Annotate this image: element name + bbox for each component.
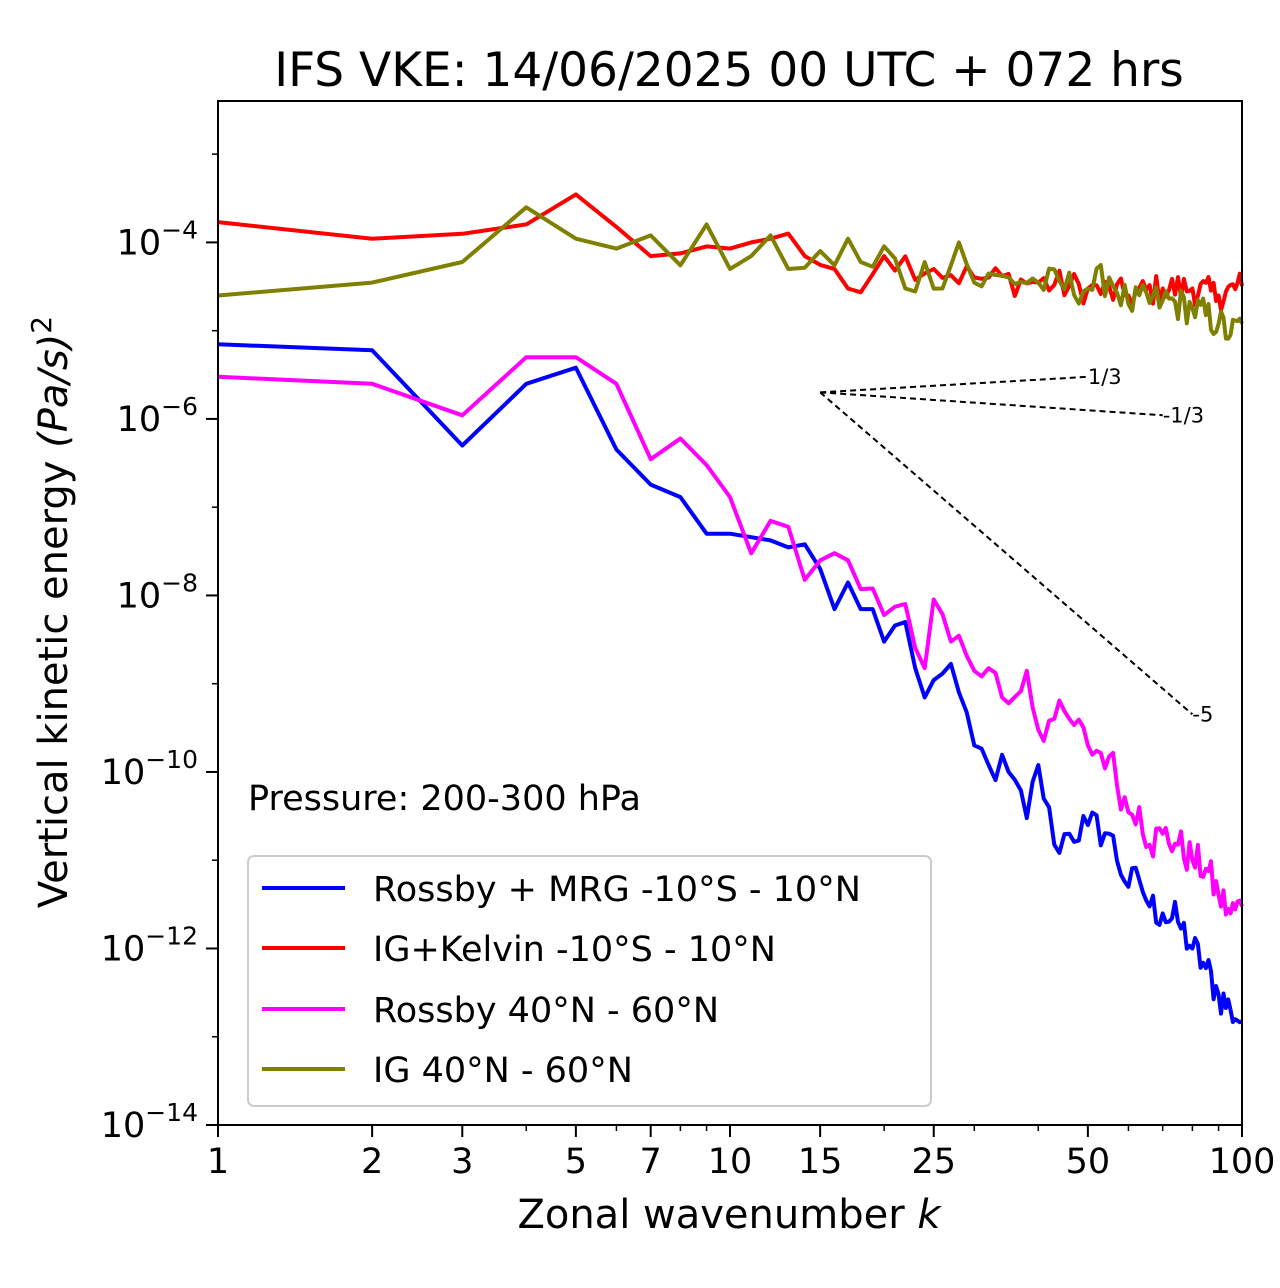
reference-slope-line-0 — [820, 375, 1088, 394]
x-tick-label: 100 — [1209, 1142, 1276, 1182]
reference-slope-label-0: 1/3 — [1088, 365, 1122, 389]
y-tick-label: 10−12 — [101, 921, 198, 969]
x-tick-label: 10 — [708, 1142, 753, 1182]
y-tick-label: 10−10 — [101, 745, 198, 793]
legend-label-rossby-midlat: Rossby 40°N - 60°N — [373, 991, 719, 1031]
x-tick-label: 15 — [798, 1142, 843, 1182]
y-axis-label-text: Vertical kinetic energy — [31, 461, 77, 909]
y-tick-label: 10−6 — [117, 392, 198, 440]
y-axis-ticks: 10−14 10−12 10−10 10−8 10−6 10−4 — [101, 153, 218, 1146]
y-tick-label: 10−8 — [117, 568, 198, 616]
x-axis-ticks: 1 2 3 5 7 10 15 25 50 100 — [207, 1125, 1276, 1182]
series-layer — [217, 192, 1244, 1025]
reference-slope-label-2: -5 — [1192, 702, 1213, 726]
legend: Rossby + MRG -10°S - 10°N IG+Kelvin -10°… — [247, 855, 932, 1107]
x-tick-label: 50 — [1066, 1142, 1111, 1182]
legend-label-rossby-mrg: Rossby + MRG -10°S - 10°N — [373, 870, 861, 910]
reference-slope-layer: 1/3 -1/3 -5 — [819, 365, 1213, 726]
reference-slope-line-1 — [820, 391, 1163, 417]
x-axis-label: Zonal wavenumber k — [517, 1192, 942, 1238]
legend-label-ig-midlat: IG 40°N - 60°N — [373, 1051, 633, 1091]
x-axis-label-variable: k — [917, 1192, 942, 1238]
x-tick-label: 25 — [911, 1142, 956, 1182]
series-line-ig-40-n-60-n-3 — [217, 205, 1244, 341]
x-axis-label-text: Zonal wavenumber — [517, 1192, 905, 1238]
y-tick-label: 10−14 — [101, 1098, 198, 1146]
y-axis-label-unit: (Pa/s) — [31, 334, 77, 448]
y-axis-label-power: 2 — [25, 316, 58, 334]
chart-title: IFS VKE: 14/06/2025 00 UTC + 072 hrs — [274, 43, 1184, 98]
y-tick-label: 10−4 — [117, 215, 198, 263]
reference-slope-label-1: -1/3 — [1163, 403, 1204, 427]
pressure-annotation: Pressure: 200-300 hPa — [248, 779, 641, 819]
series-line-rossby-40-n-60-n-2 — [217, 355, 1244, 917]
y-axis-label: Vertical kinetic energy (Pa/s)2 — [25, 316, 77, 908]
x-tick-label: 1 — [207, 1142, 229, 1182]
series-line-rossby-mrg-10-s-10-n-0 — [217, 342, 1243, 1025]
x-tick-label: 2 — [361, 1142, 383, 1182]
x-tick-label: 3 — [451, 1142, 473, 1182]
x-tick-label: 7 — [640, 1142, 662, 1182]
x-tick-label: 5 — [565, 1142, 587, 1182]
legend-frame — [247, 855, 932, 1107]
reference-slope-line-2 — [819, 391, 1194, 716]
legend-label-ig-kelvin: IG+Kelvin -10°S - 10°N — [373, 930, 776, 970]
series-line-ig-kelvin-10-s-10-n-1 — [217, 192, 1244, 313]
